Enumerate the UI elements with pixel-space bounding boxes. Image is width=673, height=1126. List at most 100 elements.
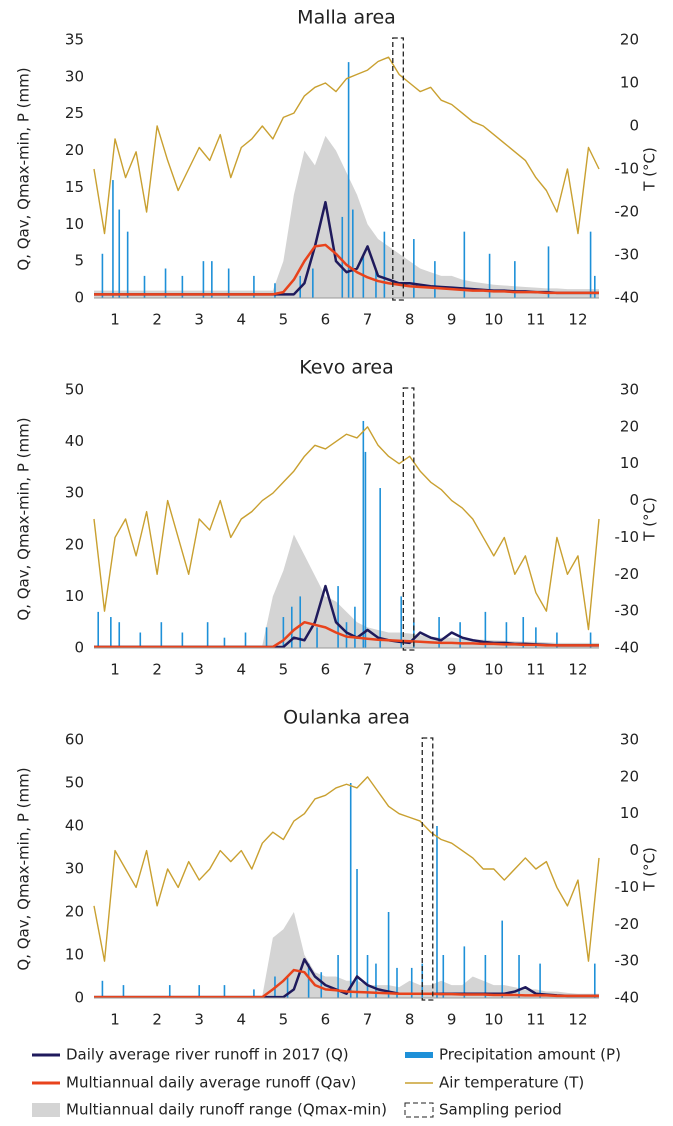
precip-bar xyxy=(589,632,592,648)
sampling-period xyxy=(402,387,415,651)
y2-tick-label: 20 xyxy=(620,31,639,49)
precip-bar xyxy=(354,606,356,648)
precip-bar xyxy=(539,963,541,998)
precip-bar xyxy=(362,420,365,648)
legend-item: Sampling period xyxy=(404,1101,562,1119)
precip-bar xyxy=(97,611,100,648)
precip-bar xyxy=(126,231,129,298)
runoff-line xyxy=(94,968,599,999)
precip-bar xyxy=(434,261,436,298)
y-tick-label: 30 xyxy=(65,67,84,85)
precip-bar xyxy=(198,985,201,998)
x-tick-label: 3 xyxy=(194,1011,204,1029)
precip-bar xyxy=(337,586,339,648)
legend-label: Sampling period xyxy=(439,1101,562,1119)
precip-bar xyxy=(101,253,104,298)
x-tick-label: 1 xyxy=(110,1011,120,1029)
precip-bar xyxy=(139,632,142,648)
precip-bar xyxy=(118,622,121,648)
precip-bar xyxy=(514,261,516,298)
precip-bar xyxy=(307,963,310,998)
precip-bar xyxy=(436,826,438,998)
y2-tick-label: -20 xyxy=(615,203,640,221)
y2-tick-label: -10 xyxy=(615,878,640,896)
x-tick-label: 1 xyxy=(110,311,120,329)
y-tick-label: 20 xyxy=(65,141,84,159)
precip-bar xyxy=(438,617,440,648)
temperature-line xyxy=(93,56,600,235)
precip-bar xyxy=(413,239,415,298)
x-tick-label: 4 xyxy=(237,311,247,329)
precip-bar xyxy=(274,283,276,298)
x-tick-label: 10 xyxy=(484,1011,503,1029)
sampling-period xyxy=(421,737,434,1001)
precip-bar xyxy=(421,963,424,998)
y2-tick-label: -40 xyxy=(615,989,640,1007)
precip-bar xyxy=(265,627,268,648)
x-tick-label: 9 xyxy=(447,311,457,329)
y-tick-label: 40 xyxy=(65,432,84,450)
precip-bar xyxy=(383,231,386,298)
legend-item: Daily average river runoff in 2017 (Q) xyxy=(32,1046,349,1064)
legend-label: Air temperature (T) xyxy=(439,1074,584,1092)
legend-swatch xyxy=(404,1102,434,1118)
precip-bar xyxy=(316,627,318,648)
x-tick-label: 6 xyxy=(321,661,331,679)
x-tick-label: 3 xyxy=(194,311,204,329)
precip-bar xyxy=(253,275,255,298)
legend-item: Multiannual daily average runoff (Qav) xyxy=(32,1074,356,1092)
precip-bar xyxy=(375,268,377,298)
precip-bar xyxy=(168,985,171,998)
precip-bar xyxy=(459,622,461,648)
precip-bar xyxy=(488,253,491,298)
precip-bar xyxy=(253,989,255,998)
precip-bar xyxy=(244,632,247,648)
y2-tick-label: -30 xyxy=(615,952,640,970)
x-tick-label: 2 xyxy=(152,1011,162,1029)
precip-bar xyxy=(347,62,350,298)
x-tick-label: 10 xyxy=(484,311,503,329)
x-tick-label: 12 xyxy=(568,311,587,329)
y2-tick-label: -40 xyxy=(615,289,640,307)
x-tick-label: 6 xyxy=(321,311,331,329)
precip-bar xyxy=(522,617,525,648)
x-tick-label: 12 xyxy=(568,1011,587,1029)
y-tick-label: 10 xyxy=(65,215,84,233)
y2-tick-label: -30 xyxy=(615,602,640,620)
precip-bar xyxy=(181,632,184,648)
precip-bar xyxy=(484,611,487,648)
x-tick-label: 7 xyxy=(363,311,373,329)
precip-bar xyxy=(410,967,413,998)
x-tick-label: 8 xyxy=(405,311,415,329)
precip-bar xyxy=(366,955,369,998)
x-tick-label: 9 xyxy=(447,1011,457,1029)
y2-tick-label: -40 xyxy=(615,639,640,657)
chart-title: Kevo area xyxy=(299,357,393,379)
y2-tick-label: 10 xyxy=(620,74,639,92)
precip-bar xyxy=(282,617,285,648)
y-tick-label: 35 xyxy=(65,31,84,49)
precip-bar xyxy=(312,268,314,298)
precip-bar xyxy=(337,955,339,998)
y2-axis-label: T (°C) xyxy=(641,147,659,192)
precip-bar xyxy=(387,912,390,998)
y2-tick-label: 0 xyxy=(629,491,639,509)
x-tick-label: 5 xyxy=(279,661,289,679)
precip-bar xyxy=(227,268,230,298)
precip-bar xyxy=(379,488,381,648)
precip-bar xyxy=(112,180,114,298)
precip-bar xyxy=(349,783,352,998)
precip-bar xyxy=(463,946,466,998)
legend-item: Multiannual daily runoff range (Qmax-min… xyxy=(32,1101,387,1119)
chart-title: Oulanka area xyxy=(283,707,410,729)
y2-tick-label: 10 xyxy=(620,454,639,472)
y-tick-label: 10 xyxy=(65,587,84,605)
precip-bar xyxy=(223,985,226,998)
y-axis-label: Q, Qav, Qmax-min, P (mm) xyxy=(15,417,33,620)
precip-bar xyxy=(181,275,184,298)
precip-bar xyxy=(118,209,121,298)
runoff-line xyxy=(94,243,599,296)
precip-bar xyxy=(223,637,226,648)
y2-tick-label: 0 xyxy=(629,841,639,859)
precip-bar xyxy=(463,231,466,298)
